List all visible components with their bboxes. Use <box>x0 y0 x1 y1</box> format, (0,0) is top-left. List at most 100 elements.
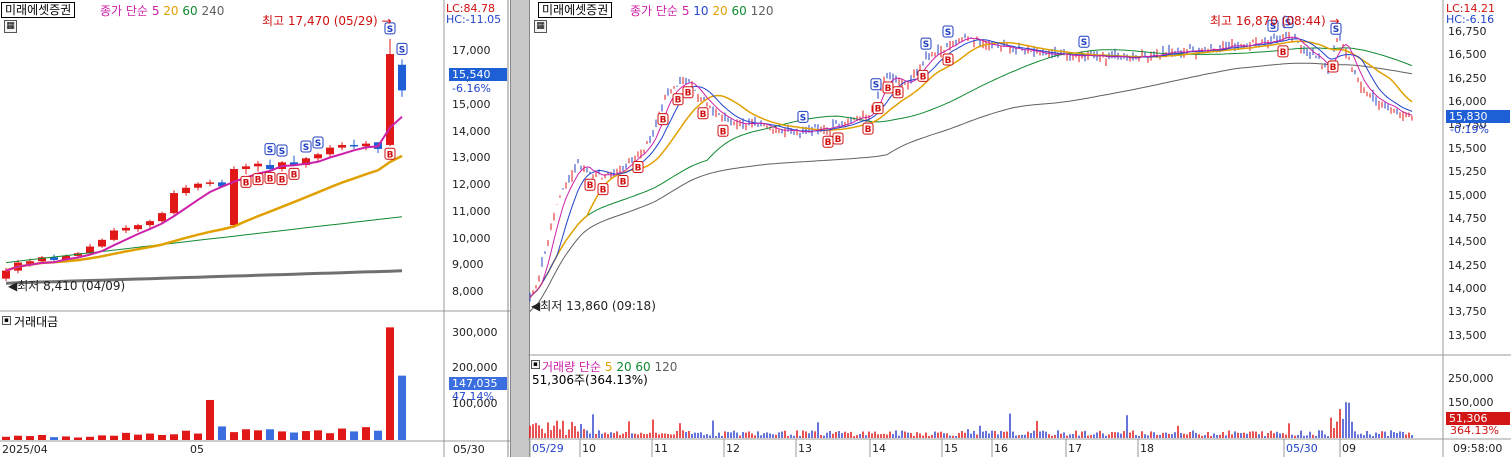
sell-signal-1-box <box>276 144 288 157</box>
right-buy-signal-7-letter: B <box>700 110 707 120</box>
right-ma60-line <box>529 47 1413 298</box>
ma60-line <box>5 216 403 264</box>
left-stock-name[interactable]: 미래에셋증권 <box>1 2 76 18</box>
right-current-change: -0.19% <box>1450 123 1489 136</box>
vol-bar <box>278 431 286 440</box>
right-sell-signal-1-letter: S <box>873 81 879 91</box>
left-x-tick-0: 2025/04 <box>2 443 48 456</box>
left-x-end: 05/30 <box>453 443 485 456</box>
sell-signal-0: S <box>264 143 276 156</box>
right-ma120-line <box>529 62 1413 312</box>
right-buy-signal-2-box <box>617 174 629 187</box>
left-price-tick-3: 14,000 <box>452 124 491 138</box>
right-vol-ma-20: 20 <box>616 360 632 374</box>
panel-divider[interactable] <box>510 0 530 457</box>
right-ma20-line <box>529 40 1413 299</box>
buy-signal-4-box <box>288 167 300 180</box>
buy-signal-5-box <box>384 147 396 160</box>
vol-bar <box>134 434 142 440</box>
candle-body <box>110 230 118 240</box>
vol-bar <box>26 436 34 440</box>
vol-bar <box>338 428 346 440</box>
buy-signal-0-box <box>240 175 252 188</box>
vol-bar <box>62 436 70 440</box>
candle-body <box>386 54 394 145</box>
sell-signal-3: S <box>312 136 324 149</box>
right-sell-signal-7: S <box>1330 22 1342 35</box>
candle-body <box>218 182 226 187</box>
buy-signal-1-letter: B <box>255 176 262 186</box>
vol-bar <box>50 437 58 440</box>
candle-body <box>206 182 214 184</box>
right-buy-signal-6-letter: B <box>685 89 692 99</box>
right-sell-signal-3-box <box>942 25 954 38</box>
sell-signal-5-box <box>396 42 408 55</box>
right-buy-signal-4-box <box>657 113 669 126</box>
right-buy-signal-11-letter: B <box>865 125 872 135</box>
vol-bar <box>2 436 10 440</box>
right-ma10-line <box>529 38 1413 298</box>
ma240-line <box>5 269 403 285</box>
candle-body <box>314 154 322 159</box>
right-price-tick-11: 14,000 <box>1448 281 1487 295</box>
right-buy-signal-18-letter: B <box>1330 63 1337 73</box>
right-buy-signal-10-box <box>832 132 844 145</box>
left-vol-current: 147,035 <box>449 377 507 390</box>
right-price-tick-7: 15,000 <box>1448 188 1487 202</box>
right-buy-signal-7: B <box>697 107 709 120</box>
sell-signal-1: S <box>276 144 288 157</box>
right-price-tick-5: 15,500 <box>1448 141 1487 155</box>
right-price-tick-9: 14,500 <box>1448 235 1487 249</box>
right-high-text: 최고 16,870 (08:44) <box>1210 14 1326 28</box>
buy-signal-3-letter: B <box>279 176 286 186</box>
right-sell-signal-5-letter: S <box>1270 22 1276 32</box>
vol-bar <box>386 327 394 440</box>
right-price-tick-10: 14,250 <box>1448 258 1487 272</box>
left-vol-tick-1: 200,000 <box>452 361 498 375</box>
left-x-tick-1: 05 <box>190 443 204 456</box>
vol-bar <box>110 435 118 440</box>
right-sell-signal-6: S <box>1282 16 1294 29</box>
left-price-tick-8: 9,000 <box>452 258 484 272</box>
left-ma-60: 60 <box>182 4 198 18</box>
right-buy-signal-18-box <box>1327 60 1339 73</box>
right-buy-signal-16-letter: B <box>945 56 952 66</box>
right-buy-signal-5: B <box>672 93 684 106</box>
right-x-tick-8: 17 <box>1068 442 1082 455</box>
right-price-tick-13: 13,500 <box>1448 328 1487 342</box>
right-buy-signal-0-box <box>584 178 596 191</box>
vol-bar <box>38 434 46 440</box>
vol-bar <box>266 429 274 440</box>
vol-bar <box>398 375 406 440</box>
right-grid-icon[interactable]: ▦ <box>534 20 547 33</box>
candle-body <box>38 257 46 262</box>
right-buy-signal-13: B <box>882 81 894 94</box>
right-vol-panel-icon[interactable]: ▪ <box>531 360 540 369</box>
candle-body <box>122 227 130 231</box>
left-vol-title: 거래대금 <box>14 315 59 329</box>
right-vol-ma-120: 120 <box>654 360 678 374</box>
candle-body <box>98 239 106 247</box>
sell-signal-5: S <box>396 42 408 55</box>
right-price-tick-12: 13,750 <box>1448 305 1487 319</box>
vol-bar <box>158 434 166 440</box>
candle-body <box>158 213 166 222</box>
right-buy-signal-9-letter: B <box>825 138 832 148</box>
right-sell-signal-5: S <box>1267 19 1279 32</box>
sell-signal-1-letter: S <box>279 147 285 157</box>
right-stock-name[interactable]: 미래에셋증권 <box>538 2 613 18</box>
right-low-text: 최저 13,860 (09:18) <box>540 299 656 313</box>
vol-bar <box>86 436 94 440</box>
grid-icon[interactable]: ▦ <box>4 20 17 33</box>
right-buy-signal-17: B <box>1277 45 1289 58</box>
vol-panel-icon[interactable]: ▪ <box>2 316 11 325</box>
right-price-tick-3: 16,000 <box>1448 95 1487 109</box>
vol-bar <box>374 430 382 440</box>
candle-body <box>302 158 310 165</box>
right-sell-signal-6-letter: S <box>1285 19 1291 29</box>
candle-body <box>146 221 154 226</box>
left-ma-header: 종가 단순 5 20 60 240 <box>100 2 224 19</box>
right-x-tick-1: 10 <box>582 442 596 455</box>
right-sell-signal-1: S <box>870 78 882 91</box>
right-buy-signal-1: B <box>597 183 609 196</box>
